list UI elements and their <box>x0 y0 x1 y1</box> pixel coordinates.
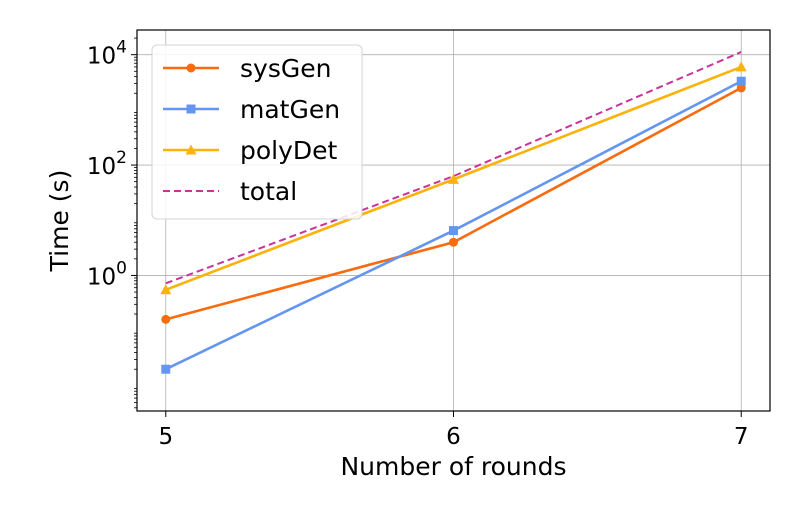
point-polyDet <box>735 61 747 72</box>
legend-label: polyDet <box>240 136 338 165</box>
series-line-total <box>165 51 742 285</box>
legend-marker <box>186 104 196 114</box>
point-sysGen <box>161 314 171 324</box>
legend-label: matGen <box>240 95 340 124</box>
legend-item-matGen: matGen <box>163 95 340 124</box>
legend: sysGen matGen polyDet total <box>151 44 363 220</box>
series-matGen <box>161 76 746 374</box>
legend-item-total: total <box>163 177 297 206</box>
point-polyDet <box>160 284 172 295</box>
y-axis-label: Time (s) <box>45 170 74 273</box>
x-tick-label: 6 <box>446 424 461 450</box>
x-axis-ticks: 5 6 7 <box>158 411 749 450</box>
x-tick-label: 7 <box>734 424 749 450</box>
legend-item-sysGen: sysGen <box>163 54 331 83</box>
point-matGen <box>736 76 746 86</box>
legend-label: sysGen <box>240 54 331 83</box>
series-layer <box>160 51 747 374</box>
legend-box <box>151 44 363 220</box>
point-polyDet <box>448 173 459 184</box>
legend-label: total <box>240 177 297 206</box>
legend-marker <box>186 63 196 73</box>
series-polyDet <box>160 61 747 295</box>
y-axis-ticks: 100 102 104 <box>87 37 137 409</box>
y-tick-label: 102 <box>87 148 127 180</box>
y-tick-label: 104 <box>87 38 127 70</box>
point-sysGen <box>449 237 458 247</box>
legend-item-polyDet: polyDet <box>163 136 338 165</box>
x-tick-label: 5 <box>158 424 173 450</box>
point-matGen <box>449 226 458 236</box>
y-tick-label: 100 <box>87 258 127 290</box>
series-total <box>165 51 742 285</box>
point-matGen <box>161 364 171 374</box>
x-axis-label: Number of rounds <box>340 452 566 481</box>
legend-marker <box>185 144 197 155</box>
